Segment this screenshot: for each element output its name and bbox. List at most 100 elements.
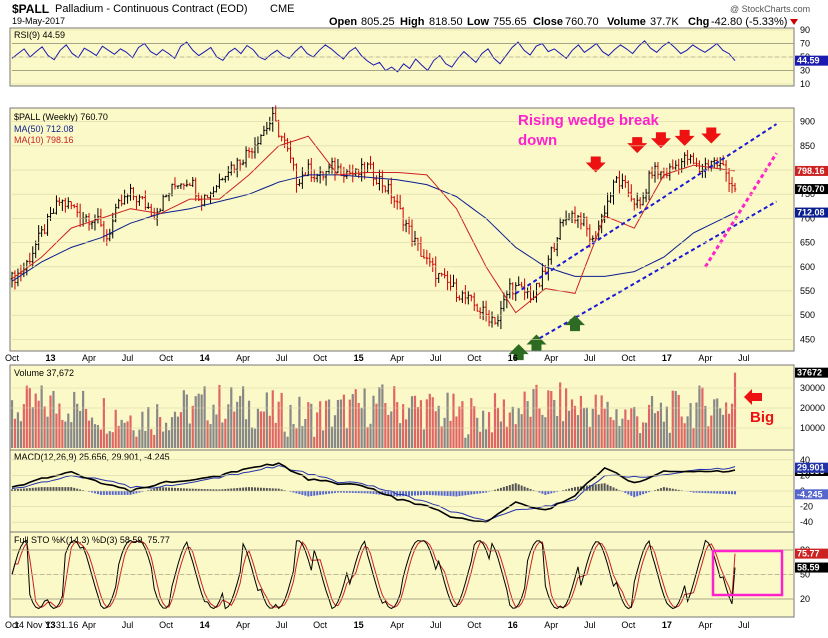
cursor-readout: 14 Nov Y:-31.16 — [14, 620, 78, 630]
volume-bar — [470, 398, 472, 448]
x-tick-label: 14 — [200, 353, 210, 363]
volume-bar — [657, 411, 659, 448]
volume-bar — [289, 405, 291, 448]
macd-histogram-bar — [541, 491, 543, 494]
volume-bar — [405, 419, 407, 448]
volume-bar — [221, 423, 223, 448]
x-tick-label-bottom: Apr — [82, 620, 96, 630]
vol-tick-label: 30000 — [800, 383, 825, 393]
macd-tick-label: -20 — [800, 502, 813, 512]
volume-bar — [651, 396, 653, 448]
macd-histogram-bar — [524, 487, 526, 491]
macd-histogram-bar — [189, 489, 191, 491]
volume-bar — [532, 389, 534, 448]
volume-bar — [109, 431, 111, 448]
macd-histogram-bar — [233, 488, 235, 491]
volume-bar — [559, 382, 561, 448]
volume-bar — [521, 414, 523, 448]
volume-bar — [186, 395, 188, 448]
sto-legend: Full STO %K(14,3) %D(3) 58.59, 75.77 — [14, 535, 170, 545]
volume-bar — [263, 412, 265, 448]
volume-bar — [76, 404, 78, 448]
volume-bar — [275, 423, 277, 448]
macd-histogram-bar — [364, 491, 366, 493]
volume-bar — [26, 386, 28, 448]
volume-bar — [67, 414, 69, 448]
volume-bar — [369, 424, 371, 448]
x-tick-label: Jul — [276, 353, 288, 363]
macd-histogram-bar — [251, 487, 253, 491]
volume-bar — [627, 420, 629, 448]
volume-bar — [239, 396, 241, 448]
volume-bar — [378, 387, 380, 448]
x-tick-label-bottom: Jul — [584, 620, 596, 630]
macd-histogram-bar — [500, 488, 502, 491]
macd-histogram-bar — [112, 491, 114, 495]
volume-bar — [144, 431, 146, 448]
macd-histogram-bar — [441, 491, 443, 496]
macd-tick-label: -40 — [800, 517, 813, 527]
x-tick-label: Apr — [82, 353, 96, 363]
vol-tick-label: 20000 — [800, 403, 825, 413]
macd-histogram-bar — [728, 491, 730, 494]
macd-histogram-bar — [595, 484, 597, 491]
volume-bar — [328, 399, 330, 448]
macd-histogram-bar — [432, 491, 434, 495]
volume-bar — [375, 404, 377, 448]
volume-bar — [227, 404, 229, 448]
x-tick-label: Oct — [621, 353, 636, 363]
macd-histogram-bar — [450, 491, 452, 496]
volume-bar — [734, 373, 736, 448]
macd-histogram-bar — [35, 488, 37, 491]
volume-bar — [168, 430, 170, 448]
price-tick-label: 650 — [800, 238, 815, 248]
volume-bar — [82, 391, 84, 448]
macd-histogram-bar — [550, 491, 552, 493]
open-value: 805.25 — [361, 16, 395, 28]
volume-bar — [414, 396, 416, 448]
x-tick-label-bottom: 15 — [354, 620, 364, 630]
volume-bar — [254, 429, 256, 448]
volume-bar — [506, 427, 508, 448]
volume-bar — [55, 414, 57, 448]
macd-histogram-bar — [124, 491, 126, 495]
macd-histogram-bar — [355, 491, 357, 493]
volume-bar — [73, 392, 75, 448]
volume-bar — [654, 413, 656, 448]
macd-histogram-bar — [704, 491, 706, 493]
macd-histogram-bar — [266, 488, 268, 491]
macd-histogram-bar — [52, 487, 54, 491]
x-tick-label-bottom: Apr — [390, 620, 404, 630]
volume-bar — [281, 393, 283, 448]
volume-bar — [568, 411, 570, 448]
volume-bar — [642, 422, 644, 448]
macd-histogram-bar — [168, 488, 170, 491]
macd-histogram-bar — [76, 489, 78, 491]
volume-bar — [722, 415, 724, 448]
macd-histogram-bar — [669, 488, 671, 491]
volume-bar — [58, 404, 60, 448]
volume-bar — [488, 412, 490, 448]
x-tick-label: 15 — [354, 353, 364, 363]
volume-bar — [544, 417, 546, 448]
volume-bar — [284, 432, 286, 448]
volume-bar — [286, 437, 288, 448]
macd-histogram-bar — [613, 487, 615, 491]
volume-bar — [334, 415, 336, 448]
macd-histogram-bar — [224, 489, 226, 491]
x-tick-label: Apr — [544, 353, 558, 363]
macd-histogram-bar — [47, 487, 49, 491]
volume-bar — [612, 420, 614, 448]
volume-bar — [64, 422, 66, 448]
volume-bar — [260, 411, 262, 448]
wedge-annotation-line2: down — [518, 132, 557, 149]
volume-bar — [292, 424, 294, 448]
macd-histogram-bar — [615, 489, 617, 491]
volume-bar — [420, 400, 422, 448]
macd-histogram-bar — [497, 489, 499, 491]
volume-bar — [384, 403, 386, 448]
volume-bar — [615, 409, 617, 448]
x-tick-label-bottom: Apr — [236, 620, 250, 630]
volume-bar — [595, 395, 597, 448]
macd-histogram-bar — [467, 491, 469, 495]
